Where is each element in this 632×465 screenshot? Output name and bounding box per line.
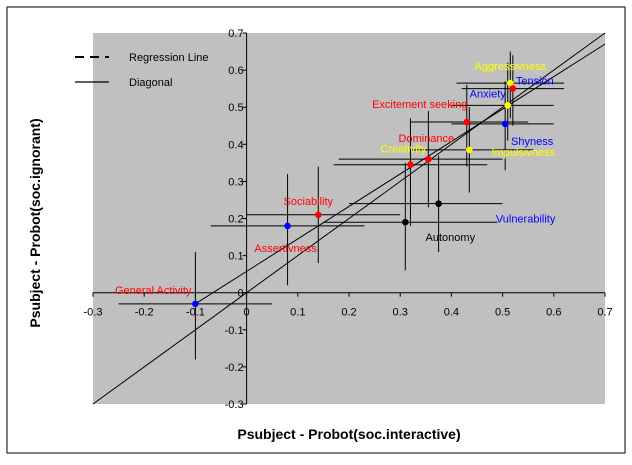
y-tick-label: 0.5	[228, 102, 243, 114]
x-tick-label: 0.7	[597, 307, 612, 319]
point-label-creativity: Creativity	[381, 144, 427, 156]
point-aggressivness	[506, 79, 514, 87]
point-creativity	[407, 161, 414, 169]
point-label-shyness: Shyness	[511, 136, 554, 148]
x-tick-label: 0.6	[546, 307, 561, 319]
point-label-general-activity: General Activity	[115, 285, 192, 297]
point-anxiety	[504, 102, 512, 109]
y-tick-label: 0.6	[228, 65, 243, 77]
point-label-sociability: Sociability	[284, 196, 334, 208]
point-impulsivness	[466, 146, 473, 154]
point-label-aggressivness: Aggressivness	[475, 61, 547, 73]
x-tick-label: 0.1	[290, 307, 305, 319]
x-tick-label: 0	[244, 307, 250, 319]
point-label-assertivness: Assertivness	[254, 243, 317, 255]
point-shyness	[501, 120, 509, 128]
point-label-vulnerability: Vulnerability	[496, 214, 556, 226]
x-tick-label: -0.3	[84, 307, 103, 319]
y-tick-label: 0.3	[228, 176, 243, 188]
point-dominance	[425, 155, 432, 163]
x-tick-label: 0.3	[393, 307, 408, 319]
point-autonomy	[402, 218, 409, 226]
point-label-anxiety: Anxiety	[470, 88, 507, 100]
point-general-activity	[192, 300, 199, 308]
point-label-excitement-seeking: Excitement seeking	[372, 99, 467, 111]
x-tick-label: 0.4	[444, 307, 459, 319]
point-label-impulsivness: Impulsivness	[492, 147, 556, 159]
y-tick-label: 0.1	[228, 251, 243, 263]
regression-line	[195, 43, 606, 305]
y-tick-label: -0.1	[225, 325, 244, 337]
x-tick-label: 0.2	[341, 307, 356, 319]
y-tick-label: -0.3	[225, 399, 244, 411]
point-label-dominance: Dominance	[399, 133, 455, 145]
point-tension	[509, 85, 517, 92]
point-label-tension: Tension	[516, 76, 554, 88]
x-tick-label: 0.5	[495, 307, 510, 319]
point-sociability	[314, 211, 322, 219]
point-excitement-seeking	[463, 118, 471, 126]
point-assertivness	[284, 222, 291, 230]
diagonal-line	[92, 32, 606, 405]
y-tick-label: 0.2	[228, 214, 243, 226]
y-axis-title: Psubject - Probot(soc.ignorant)	[27, 118, 43, 327]
y-tick-label: 0	[237, 288, 243, 300]
legend-label-regression-line: Regression Line	[129, 52, 209, 64]
x-axis-title: Psubject - Probot(soc.interactive)	[237, 426, 460, 442]
point-vulnerability	[435, 200, 442, 207]
point-label-autonomy: Autonomy	[426, 232, 476, 244]
x-tick-label: -0.2	[135, 307, 154, 319]
legend-label-diagonal: Diagonal	[129, 77, 172, 89]
y-tick-label: 0.4	[228, 139, 243, 151]
y-tick-label: 0.7	[228, 28, 243, 40]
y-tick-label: -0.2	[225, 362, 244, 374]
